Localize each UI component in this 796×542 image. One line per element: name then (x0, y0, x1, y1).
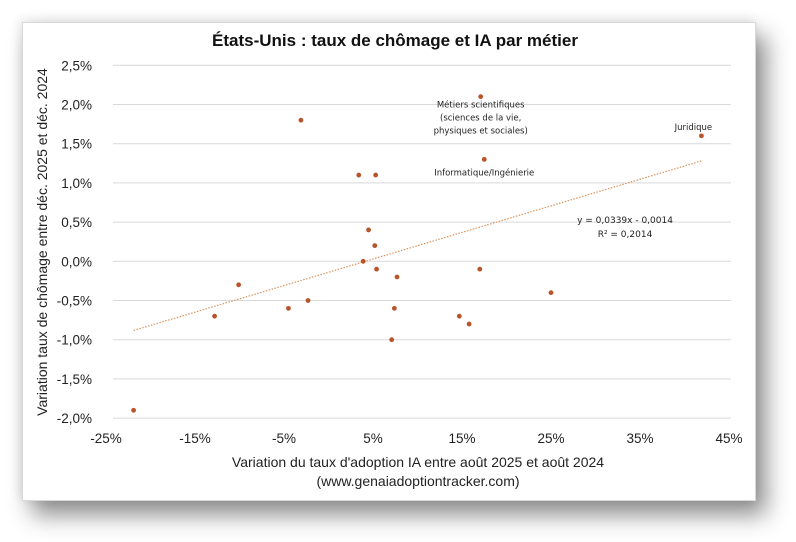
x-tick-label: -25% (90, 431, 122, 446)
x-tick-label: 25% (537, 431, 564, 446)
x-tick-label: 35% (626, 431, 653, 446)
data-point (699, 133, 704, 139)
trendline-r2: R² = 0,2014 (598, 230, 653, 240)
y-tick-label: 0,5% (61, 215, 92, 230)
point-label: Métiers scientifiques (437, 100, 525, 111)
y-tick-label: 2,0% (61, 98, 92, 113)
data-point (456, 313, 462, 319)
y-axis-label: Variation taux de chômage entre déc. 202… (34, 68, 50, 416)
y-tick-label: 1,5% (61, 137, 92, 152)
data-point (389, 337, 395, 343)
y-axis-ticks: 2,5% 2,0% 1,5% 1,0% 0,5% 0,0% -0,5% -1,0% -1,5% -… (57, 58, 92, 426)
y-tick-label: 2,5% (61, 58, 92, 73)
x-axis-source: (www.genaiadoptiontracker.com) (316, 473, 519, 489)
x-axis-ticks: -25% -15% -5% 5% 15% 25% 35% 45% (90, 431, 742, 446)
x-tick-label: -15% (179, 431, 211, 446)
x-tick-label: -5% (272, 431, 296, 446)
point-annotations: Métiers scientifiques (sciences de la vie… (434, 100, 713, 179)
data-point (374, 266, 379, 272)
data-points (131, 94, 704, 413)
trendline (133, 160, 702, 332)
data-point (373, 172, 379, 178)
data-point (548, 290, 554, 296)
point-label: Informatique/Ingénierie (434, 167, 534, 178)
data-point (298, 117, 304, 123)
y-tick-label: 0,0% (61, 254, 92, 269)
data-point (481, 156, 487, 162)
data-point (305, 298, 311, 303)
y-tick-label: 1,0% (61, 176, 92, 191)
y-tick-label: -2,0% (57, 411, 92, 426)
y-tick-label: -0,5% (57, 294, 92, 309)
data-point (356, 172, 362, 178)
point-label: physiques et sociales) (434, 127, 528, 137)
data-point (478, 94, 484, 100)
x-tick-label: 45% (715, 431, 742, 446)
point-label: Juridique (674, 123, 713, 133)
chart-title: États-Unis : taux de chômage et IA par m… (212, 31, 578, 50)
gridlines (113, 64, 731, 419)
x-tick-label: 15% (448, 431, 475, 446)
trendline-equation: y = 0,0339x - 0,0014 (577, 216, 673, 226)
data-point (286, 305, 291, 311)
data-point (131, 407, 136, 413)
data-point (212, 313, 217, 319)
data-point (477, 266, 483, 272)
y-tick-label: -1,5% (57, 372, 92, 387)
data-point (391, 305, 397, 311)
data-point (394, 274, 400, 280)
point-label: (sciences de la vie, (440, 114, 521, 124)
y-tick-label: -1,0% (57, 333, 92, 348)
data-point (236, 282, 242, 288)
data-point (466, 321, 472, 327)
data-point (360, 258, 366, 264)
x-axis-label: Variation du taux d'adoption IA entre ao… (232, 454, 604, 470)
x-tick-label: 5% (363, 431, 383, 446)
data-point (372, 243, 378, 249)
data-point (366, 227, 371, 233)
